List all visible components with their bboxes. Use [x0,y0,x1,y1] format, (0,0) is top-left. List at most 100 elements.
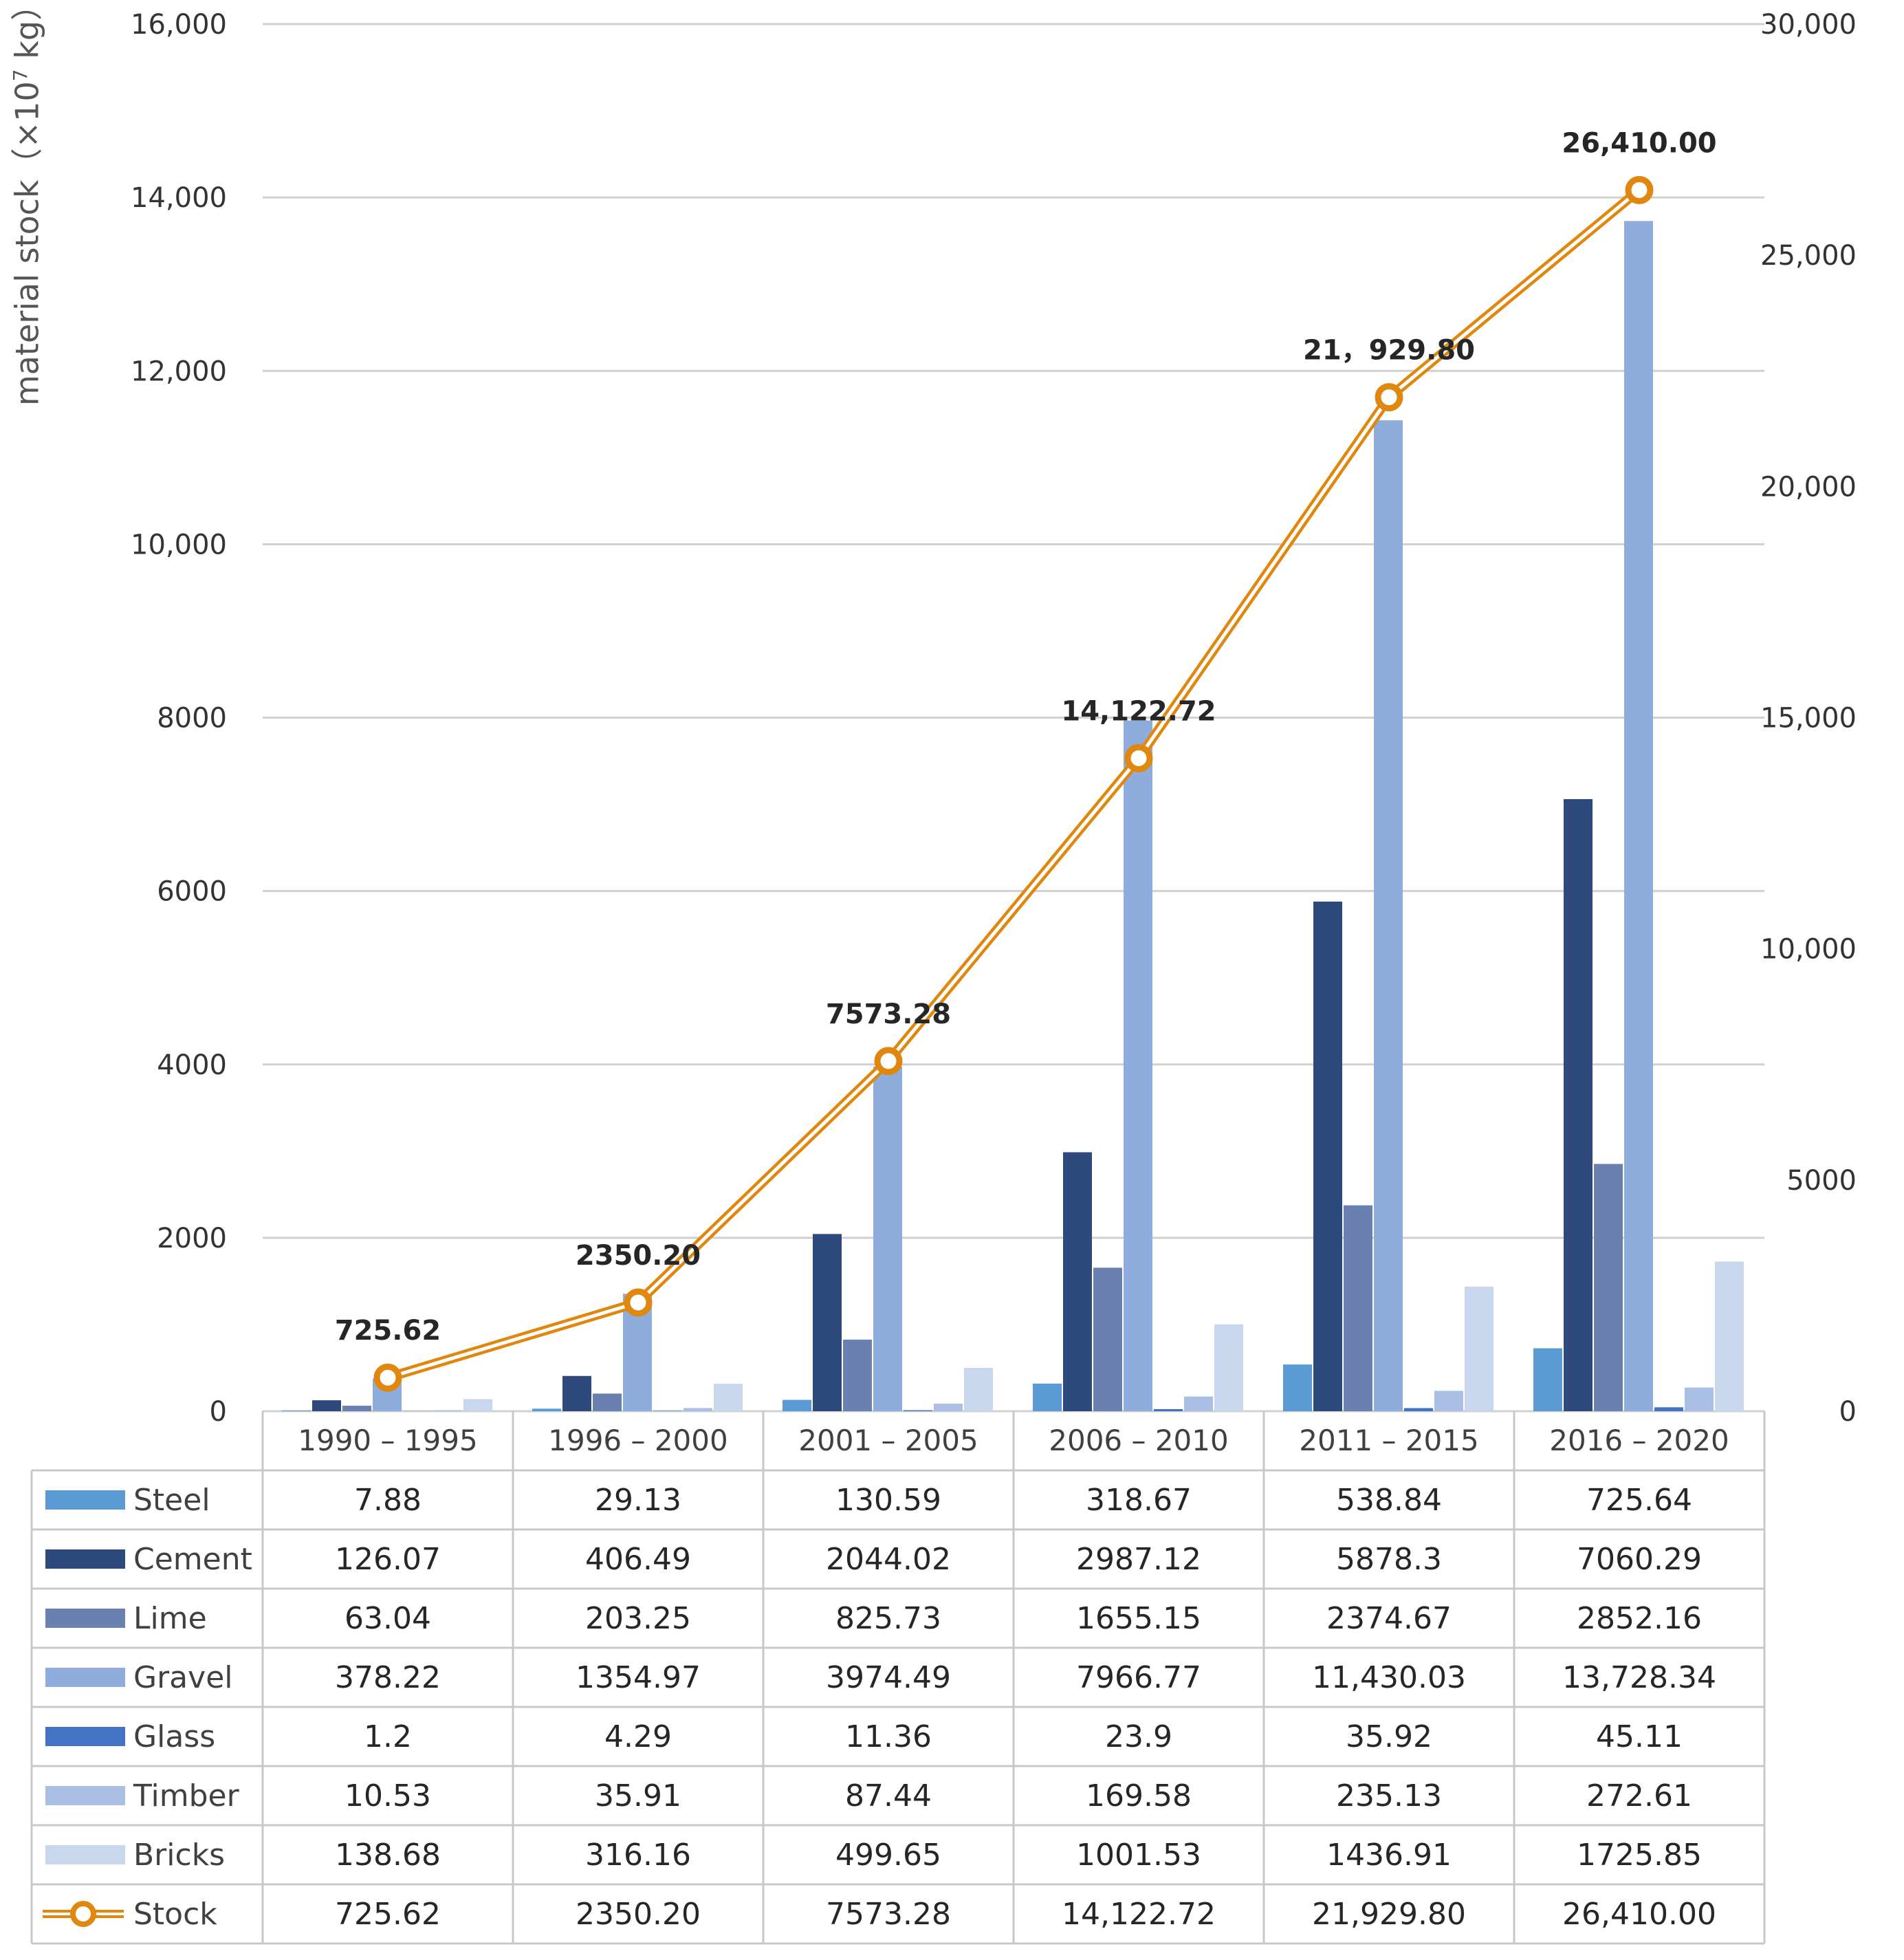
data-label: 14,122.72 [1062,1897,1216,1932]
y-tick-label-right: 10,000 [1760,934,1857,966]
data-label: 2044.02 [826,1542,951,1577]
bar-gravel [873,1066,902,1411]
data-label: 126.07 [335,1542,441,1577]
legend-label: Timber [133,1778,240,1814]
y-tick-label-right: 30,000 [1760,9,1857,41]
bar-lime [1594,1164,1623,1411]
data-label: 1436.91 [1326,1838,1452,1873]
bar-bricks [714,1384,743,1411]
x-tick-label: 2016 – 2020 [1549,1424,1729,1457]
data-label: 23.9 [1105,1719,1172,1754]
x-tick-label: 1990 – 1995 [298,1424,477,1457]
bar-lime [593,1393,622,1411]
data-label: 13,728.34 [1562,1660,1716,1695]
legend-label: Stock [133,1897,217,1932]
data-label: 1001.53 [1076,1838,1201,1873]
legend-key-bricks [45,1845,125,1864]
bar-timber [934,1403,963,1411]
data-label: 2987.12 [1076,1542,1201,1577]
bar-timber [1434,1391,1463,1411]
bar-bricks [1465,1286,1493,1411]
stock-point-label: 7573.28 [826,999,951,1030]
data-label: 318.67 [1086,1483,1192,1518]
legend-label: Lime [133,1601,207,1636]
data-label: 87.44 [845,1778,932,1814]
bar-bricks [1715,1261,1744,1411]
data-label: 316.16 [585,1838,691,1873]
x-tick-label: 2006 – 2010 [1049,1424,1228,1457]
bar-timber [1184,1396,1213,1411]
legend-key-stock-marker [70,1901,96,1927]
bar-timber [1685,1387,1714,1411]
bar-cement [1063,1152,1092,1411]
data-label: 26,410.00 [1562,1897,1716,1932]
data-label: 378.22 [335,1660,441,1695]
bar-lime [1093,1267,1122,1411]
bar-steel [1533,1348,1562,1411]
bar-glass [1654,1407,1683,1411]
bar-steel [1283,1364,1312,1411]
stock-point [1124,743,1153,772]
legend-key-glass [45,1727,125,1746]
data-label: 35.91 [595,1778,681,1814]
legend-key-steel [45,1490,125,1510]
data-label: 11.36 [845,1719,932,1754]
data-label: 7.88 [354,1483,422,1518]
data-label: 725.62 [335,1897,441,1932]
data-label: 1354.97 [576,1660,701,1695]
x-tick-label: 1996 – 2000 [548,1424,727,1457]
legend-label: Steel [133,1483,210,1518]
data-label: 272.61 [1586,1778,1692,1814]
data-label: 45.11 [1596,1719,1683,1754]
x-tick-label: 2011 – 2015 [1299,1424,1478,1457]
legend-key-timber [45,1786,125,1805]
data-label: 7573.28 [826,1897,951,1932]
bar-steel [783,1400,811,1411]
stock-point-label: 725.62 [335,1315,441,1347]
data-label: 203.25 [585,1601,691,1636]
data-label: 7060.29 [1577,1542,1702,1577]
bar-timber [683,1408,712,1411]
y-tick-label-right: 20,000 [1760,471,1857,503]
y-tick-label-left: 0 [210,1396,227,1428]
data-label: 3974.49 [826,1660,951,1695]
bar-lime [1344,1205,1372,1411]
y-tick-label-right: 5000 [1786,1165,1857,1197]
data-label: 1725.85 [1577,1838,1702,1873]
legend-key-cement [45,1549,125,1569]
data-label: 138.68 [335,1838,441,1873]
stock-point [1375,383,1403,412]
bar-cement [562,1375,591,1411]
data-label: 4.29 [604,1719,672,1754]
data-label: 1.2 [364,1719,412,1754]
bar-cement [312,1400,341,1411]
data-label: 63.04 [344,1601,431,1636]
y-tick-label-left: 14,000 [131,182,227,214]
bar-bricks [1214,1324,1243,1411]
data-label: 2350.20 [576,1897,701,1932]
data-label: 825.73 [835,1601,941,1636]
legend-key-gravel [45,1668,125,1687]
stock-point-label: 26,410.00 [1562,127,1716,159]
data-label: 2374.67 [1326,1601,1452,1636]
data-label: 21,929.80 [1312,1897,1466,1932]
bar-gravel [1624,221,1653,1412]
y-tick-label-left: 8000 [157,703,227,734]
data-label: 538.84 [1336,1483,1442,1518]
stock-point [874,1047,903,1076]
bar-lime [843,1339,872,1411]
data-label: 725.64 [1586,1483,1692,1518]
data-label: 11,430.03 [1312,1660,1466,1695]
bar-glass [1404,1408,1433,1411]
y-tick-label-right: 0 [1839,1396,1857,1428]
stock-point [624,1288,653,1317]
bar-bricks [463,1399,492,1411]
bar-glass [1154,1408,1183,1411]
bar-cement [1564,798,1593,1411]
data-label: 130.59 [835,1483,941,1518]
stock-line-inner [387,188,1641,1380]
x-tick-label: 2001 – 2005 [798,1424,978,1457]
legend-label: Gravel [133,1660,232,1695]
y-tick-label-left: 4000 [157,1049,227,1081]
